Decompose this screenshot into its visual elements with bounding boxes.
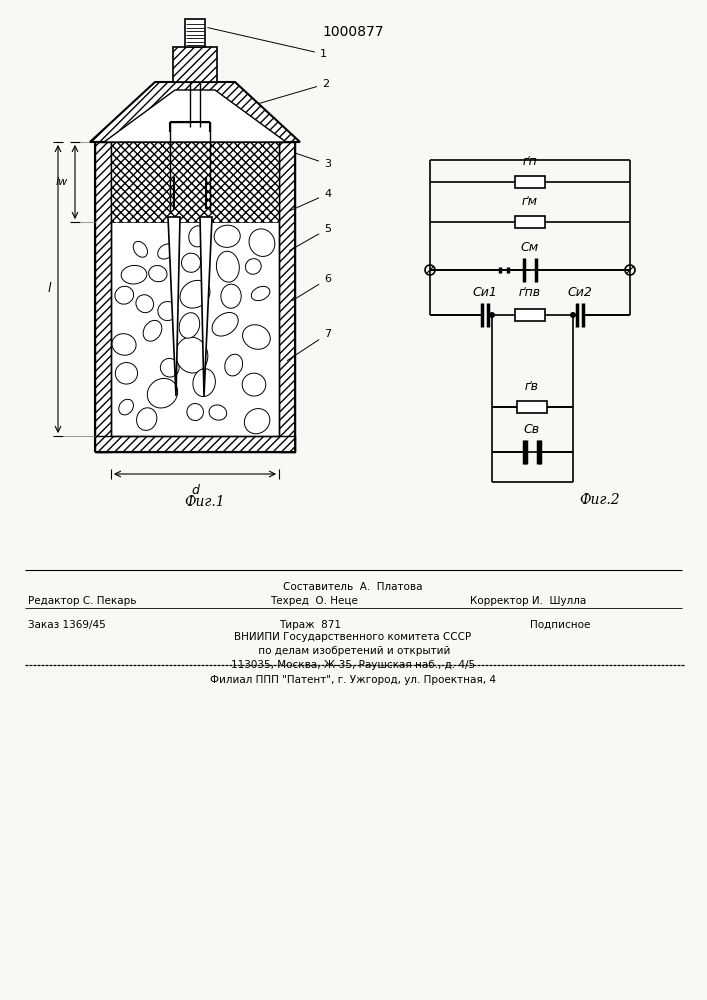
Text: по делам изобретений и открытий: по делам изобретений и открытий [255, 646, 450, 656]
Text: Заказ 1369/45: Заказ 1369/45 [28, 620, 106, 630]
Bar [185, 19, 205, 47]
Text: Филиал ППП "Патент", г. Ужгород, ул. Проектная, 4: Филиал ППП "Патент", г. Ужгород, ул. Про… [210, 675, 496, 685]
Polygon shape [200, 217, 212, 396]
Ellipse shape [251, 286, 270, 301]
Ellipse shape [115, 363, 138, 384]
Ellipse shape [112, 334, 136, 355]
Bar [111, 142, 279, 222]
Text: 2: 2 [233, 79, 329, 111]
Bar [515, 176, 545, 188]
Ellipse shape [115, 286, 134, 304]
Ellipse shape [144, 320, 162, 341]
Text: d: d [191, 484, 199, 497]
Ellipse shape [189, 226, 207, 247]
Ellipse shape [182, 253, 201, 272]
Text: 1: 1 [208, 28, 327, 59]
Ellipse shape [133, 241, 148, 257]
Ellipse shape [136, 408, 157, 430]
Text: ґп: ґп [522, 155, 537, 168]
Text: Тираж  871: Тираж 871 [279, 620, 341, 630]
Text: ґпв: ґпв [519, 286, 541, 299]
Text: l: l [47, 282, 51, 296]
Bar [517, 401, 547, 413]
Circle shape [570, 312, 576, 318]
Text: Составитель  А.  Платова: Составитель А. Платова [284, 582, 423, 592]
Ellipse shape [212, 313, 238, 336]
Text: Фиг.1: Фиг.1 [185, 495, 226, 509]
Ellipse shape [158, 301, 177, 321]
Ellipse shape [147, 378, 177, 408]
Bar [515, 216, 545, 228]
Text: lw: lw [56, 177, 68, 187]
Bar [515, 309, 545, 321]
Polygon shape [90, 82, 300, 142]
Text: 6: 6 [293, 274, 331, 301]
Text: 4: 4 [290, 189, 331, 211]
Ellipse shape [180, 280, 210, 308]
Ellipse shape [245, 409, 270, 434]
Text: ВНИИПИ Государственного комитета СССР: ВНИИПИ Государственного комитета СССР [235, 632, 472, 642]
Text: 1000877: 1000877 [322, 25, 384, 39]
Polygon shape [95, 436, 295, 452]
Ellipse shape [136, 295, 153, 313]
Text: 113035, Москва, Ж-35, Раушская наб., д. 4/5: 113035, Москва, Ж-35, Раушская наб., д. … [231, 660, 475, 670]
Ellipse shape [160, 358, 179, 377]
Ellipse shape [249, 229, 275, 256]
Text: Cм: Cм [521, 241, 539, 254]
Ellipse shape [209, 405, 227, 420]
Text: 7: 7 [287, 329, 331, 360]
Ellipse shape [119, 399, 134, 415]
Ellipse shape [148, 266, 167, 282]
Text: ґв: ґв [525, 380, 539, 393]
Polygon shape [168, 217, 180, 396]
Text: 3: 3 [295, 153, 331, 169]
Text: ґм: ґм [522, 195, 538, 208]
Text: Техред  О. Неце: Техред О. Неце [270, 596, 358, 606]
Ellipse shape [179, 313, 199, 338]
Ellipse shape [214, 225, 240, 247]
Text: Cв: Cв [524, 423, 540, 436]
Ellipse shape [245, 259, 261, 274]
Ellipse shape [175, 337, 208, 373]
Polygon shape [104, 90, 286, 142]
Text: Подписное: Подписное [530, 620, 590, 630]
Polygon shape [279, 142, 295, 452]
Text: 5: 5 [289, 224, 331, 251]
Ellipse shape [243, 325, 270, 349]
Ellipse shape [121, 265, 147, 284]
Ellipse shape [216, 251, 239, 282]
Bar [173, 47, 217, 82]
Text: Cи1: Cи1 [472, 286, 498, 299]
Ellipse shape [243, 373, 266, 396]
Text: Cи2: Cи2 [568, 286, 592, 299]
Bar [111, 142, 279, 436]
Ellipse shape [158, 244, 174, 259]
Ellipse shape [193, 369, 216, 397]
Text: Корректор И.  Шулла: Корректор И. Шулла [470, 596, 586, 606]
Circle shape [489, 312, 495, 318]
Polygon shape [95, 142, 111, 452]
Ellipse shape [187, 403, 204, 421]
Ellipse shape [221, 284, 241, 308]
Text: Фиг.2: Фиг.2 [580, 493, 620, 507]
Text: Редактор С. Пекарь: Редактор С. Пекарь [28, 596, 136, 606]
Ellipse shape [225, 354, 243, 376]
